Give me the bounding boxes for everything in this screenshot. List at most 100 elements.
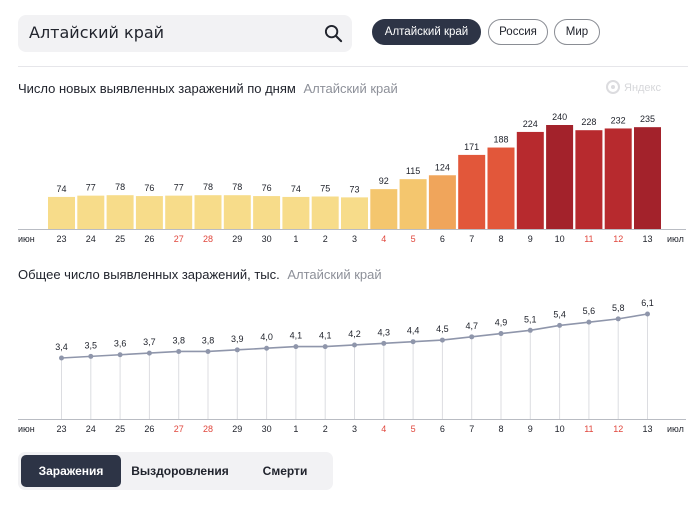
data-point <box>381 340 387 346</box>
bar-value-label: 75 <box>320 184 330 194</box>
point-value-label: 3,6 <box>114 339 127 349</box>
bar-value-label: 74 <box>291 184 301 194</box>
point-value-label: 4,3 <box>378 327 391 337</box>
data-point <box>410 339 416 345</box>
header-divider <box>18 66 688 67</box>
data-point <box>59 355 64 361</box>
bar-value-label: 171 <box>464 142 479 152</box>
bar <box>487 147 515 229</box>
search-icon[interactable] <box>324 24 343 43</box>
bar <box>575 130 603 229</box>
point-value-label: 3,4 <box>55 342 68 352</box>
data-point <box>146 350 152 356</box>
bar <box>106 195 134 229</box>
point-value-label: 3,7 <box>143 337 156 347</box>
x-tick-label: 13 <box>642 424 652 434</box>
region-button-world[interactable]: Мир <box>554 19 600 45</box>
x-tick-label: 11 <box>584 234 593 244</box>
x-tick-label: 1 <box>293 424 298 434</box>
metric-tabs: Заражения Выздоровления Смерти <box>18 452 333 490</box>
x-tick-label: 25 <box>115 424 125 434</box>
x-tick-label: 9 <box>528 424 533 434</box>
search-field[interactable]: Алтайский край <box>18 15 352 52</box>
point-value-label: 4,0 <box>260 332 273 342</box>
x-axis-end-label: июл <box>667 424 684 434</box>
bar-value-label: 188 <box>493 135 508 145</box>
total-chart-title-text: Общее число выявленных заражений, тыс. <box>18 267 280 282</box>
bar-value-label: 73 <box>349 184 359 194</box>
data-point <box>615 316 621 322</box>
x-tick-label: 6 <box>440 424 445 434</box>
bar-value-label: 76 <box>262 183 272 193</box>
bar <box>311 196 339 229</box>
point-value-label: 4,4 <box>407 326 420 336</box>
x-tick-label: 2 <box>323 424 328 434</box>
region-button-altai[interactable]: Алтайский край <box>372 19 481 45</box>
tab-deaths[interactable]: Смерти <box>262 464 308 478</box>
data-point <box>645 311 650 317</box>
bar <box>458 154 486 229</box>
watermark-text: Яндекс <box>624 82 661 94</box>
bar <box>428 175 456 229</box>
x-tick-label: 12 <box>613 424 623 434</box>
yandex-logo-icon <box>606 80 620 94</box>
x-axis-start-label: июн <box>18 234 35 244</box>
data-point <box>322 344 328 350</box>
x-tick-label: 30 <box>262 234 272 244</box>
yandex-watermark: Яндекс <box>606 80 661 94</box>
x-tick-label: 27 <box>174 424 184 434</box>
bar <box>135 196 163 229</box>
bar <box>194 195 222 229</box>
total-chart-region: Алтайский край <box>287 267 382 282</box>
point-value-label: 4,1 <box>290 331 303 341</box>
bar <box>370 189 398 229</box>
point-value-label: 5,6 <box>583 306 596 316</box>
point-value-label: 4,9 <box>495 318 508 328</box>
data-point <box>264 345 270 351</box>
bar <box>223 195 251 229</box>
x-tick-label: 10 <box>555 234 565 244</box>
region-button-russia[interactable]: Россия <box>488 19 548 45</box>
x-tick-label: 4 <box>381 234 386 244</box>
bar <box>399 179 427 229</box>
x-tick-label: 7 <box>469 234 474 244</box>
bar <box>516 131 544 229</box>
bar-value-label: 77 <box>174 183 184 193</box>
point-value-label: 4,5 <box>436 324 449 334</box>
total-chart-title: Общее число выявленных заражений, тыс. А… <box>18 267 382 282</box>
x-tick-label: 26 <box>144 234 154 244</box>
x-tick-label: 26 <box>144 424 154 434</box>
x-tick-label: 29 <box>232 234 242 244</box>
data-point <box>586 319 592 325</box>
tab-infections[interactable]: Заражения <box>21 455 121 487</box>
bar-value-label: 124 <box>435 162 450 172</box>
data-point <box>176 348 182 354</box>
x-tick-label: 7 <box>469 424 474 434</box>
tab-recoveries[interactable]: Выздоровления <box>131 464 229 478</box>
bar <box>604 128 632 229</box>
total-cases-line-chart: 3,4 3,5 3,6 3,7 3,8 3,8 3,9 4,0 4,1 4,1 4,2 4,3 4,4 4… <box>18 298 686 434</box>
search-input[interactable]: Алтайский край <box>29 23 165 42</box>
point-value-label: 3,8 <box>202 335 215 345</box>
bar-value-label: 76 <box>144 183 154 193</box>
x-tick-label: 8 <box>498 424 503 434</box>
daily-chart-title-text: Число новых выявленных заражений по дням <box>18 81 296 96</box>
bar-value-label: 235 <box>640 114 655 124</box>
data-point <box>88 353 94 359</box>
bar <box>546 125 574 229</box>
point-value-label: 5,4 <box>553 309 566 319</box>
bar-value-label: 224 <box>523 119 538 129</box>
x-tick-label: 2 <box>323 234 328 244</box>
x-tick-label: 24 <box>86 424 96 434</box>
point-value-label: 3,9 <box>231 334 244 344</box>
data-point <box>293 344 299 350</box>
bar-value-label: 78 <box>232 182 242 192</box>
bar <box>253 196 281 229</box>
x-axis-start-label: июн <box>18 424 35 434</box>
bar <box>48 196 75 229</box>
bar-value-label: 78 <box>115 182 125 192</box>
point-value-label: 4,7 <box>465 321 478 331</box>
bar <box>341 197 368 229</box>
data-point <box>498 331 504 337</box>
x-axis-end-label: июл <box>667 234 684 244</box>
